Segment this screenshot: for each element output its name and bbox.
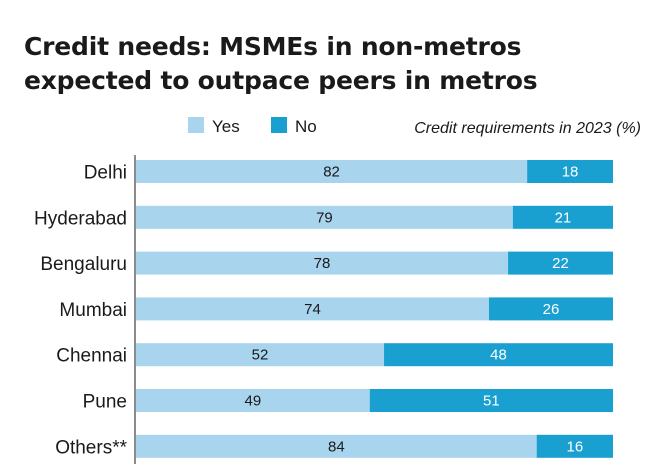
chart-title-line-2: expected to outpace peers in metros — [24, 66, 538, 95]
bar-no-hyderabad — [512, 205, 613, 229]
category-label-mumbai: Mumbai — [59, 300, 127, 321]
bar-no-pune — [369, 389, 613, 412]
value-label-yes-others: 84 — [328, 438, 345, 455]
chart-title: Credit needs: MSMEs in non-metros expect… — [24, 30, 644, 98]
category-label-bengaluru: Bengaluru — [40, 254, 127, 275]
value-label-yes-hyderabad: 79 — [316, 209, 333, 226]
legend-swatch-no — [271, 117, 287, 133]
value-label-no-pune: 51 — [483, 393, 500, 410]
value-label-no-others: 16 — [566, 438, 583, 455]
bar-yes-bengaluru — [136, 251, 509, 275]
bar-yes-chennai — [136, 343, 385, 367]
chart-subtitle: Credit requirements in 2023 (%) — [414, 120, 641, 137]
value-label-no-hyderabad: 21 — [555, 209, 572, 226]
value-label-no-mumbai: 26 — [543, 301, 560, 318]
bar-yes-delhi — [136, 160, 528, 183]
bar-yes-mumbai — [136, 297, 489, 321]
bar-no-chennai — [384, 343, 613, 367]
bar-no-bengaluru — [508, 251, 613, 275]
category-label-chennai: Chennai — [56, 346, 127, 367]
category-label-pune: Pune — [83, 392, 127, 413]
value-label-yes-bengaluru: 78 — [314, 255, 331, 272]
bar-yes-others — [136, 434, 537, 458]
value-label-yes-pune: 49 — [245, 393, 262, 410]
category-label-hyderabad: Hyderabad — [34, 208, 127, 229]
value-label-yes-mumbai: 74 — [304, 301, 321, 318]
bar-no-delhi — [527, 160, 613, 183]
legend-label-no: No — [295, 117, 317, 136]
value-label-yes-chennai: 52 — [252, 347, 269, 364]
bar-no-others — [536, 434, 613, 458]
value-label-no-bengaluru: 22 — [552, 255, 569, 272]
bars-group: Delhi 82 18 Hyderabad 79 21 Bengaluru 78 22 Mumba… — [34, 160, 613, 458]
bar-yes-pune — [136, 389, 370, 412]
category-label-others: Others** — [55, 437, 127, 458]
value-label-no-chennai: 48 — [490, 347, 507, 364]
chart-title-line-1: Credit needs: MSMEs in non-metros — [24, 32, 522, 61]
chart-legend: Yes No — [188, 117, 317, 136]
value-label-no-delhi: 18 — [562, 164, 579, 181]
category-label-delhi: Delhi — [84, 163, 127, 184]
value-label-yes-delhi: 82 — [323, 164, 340, 181]
bar-yes-hyderabad — [136, 205, 513, 229]
legend-swatch-yes — [188, 117, 204, 133]
legend-label-yes: Yes — [212, 117, 240, 136]
bar-no-mumbai — [488, 297, 613, 321]
